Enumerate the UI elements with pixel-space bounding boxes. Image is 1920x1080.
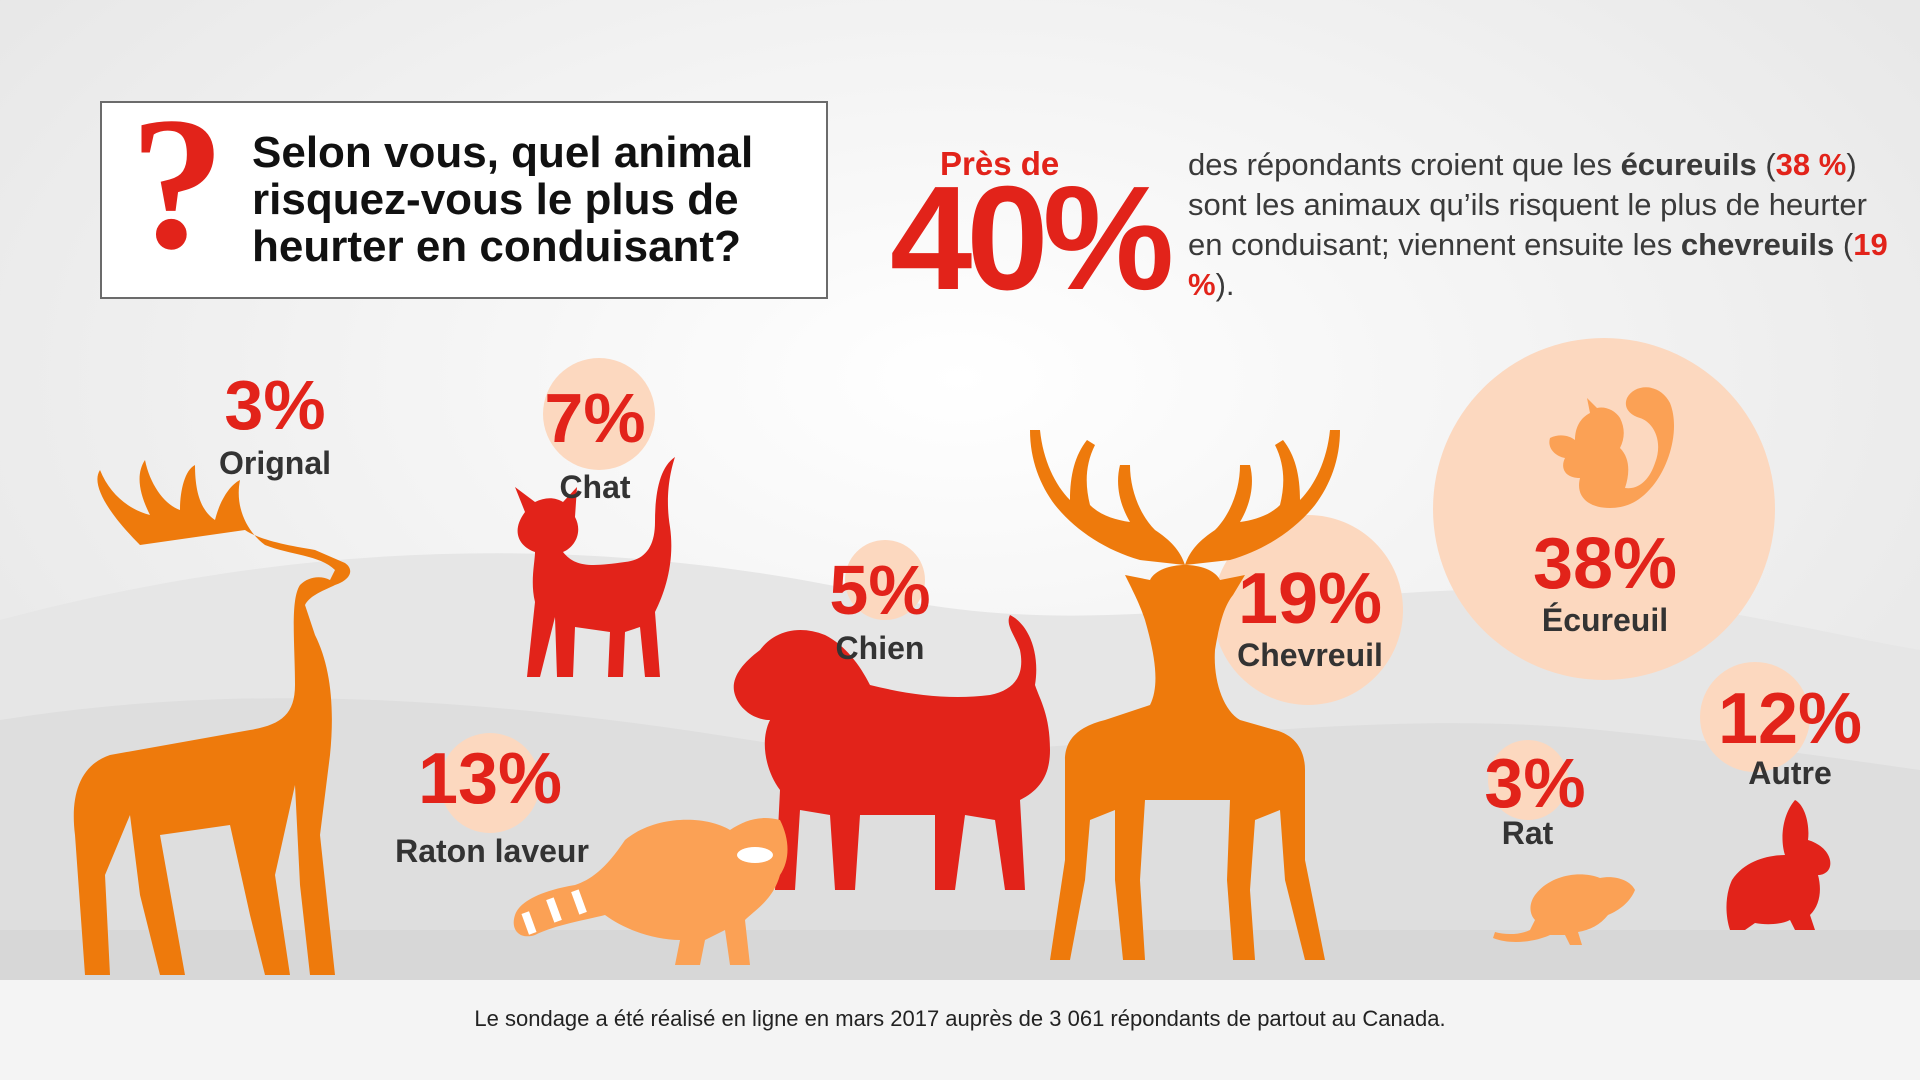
label-other: Autre: [1748, 755, 1832, 791]
label-cat: Chat: [559, 469, 631, 505]
highlight-value: 40%: [890, 156, 1174, 321]
squirrel-circle: [1433, 338, 1775, 680]
cat-circle: [543, 358, 655, 470]
desc-text-1: des répondants croient que les: [1188, 147, 1621, 182]
percent-raccoon: 13%: [417, 739, 563, 819]
percent-moose: 3%: [224, 366, 326, 444]
deer-icon: [1030, 430, 1340, 960]
rabbit-icon: [1726, 800, 1831, 930]
desc-bold-deer: chevreuils: [1680, 227, 1835, 262]
label-squirrel: Écureuil: [1541, 602, 1669, 638]
dog-circle: [845, 540, 925, 620]
cat-icon: [515, 457, 675, 677]
rat-circle: [1488, 740, 1568, 820]
other-circle: [1700, 662, 1810, 772]
desc-pct-squirrels: 38 %: [1775, 147, 1847, 182]
label-rat: Rat: [1501, 815, 1554, 851]
percent-deer: 19%: [1237, 559, 1383, 639]
percent-dog: 5%: [829, 551, 931, 629]
label-dog: Chien: [835, 630, 925, 666]
label-raccoon: Raton laveur: [395, 833, 589, 869]
dog-icon: [733, 615, 1050, 890]
desc-pct-deer: 19 %: [1188, 227, 1888, 302]
question-box: ? Selon vous, quel animal risquez-vous l…: [100, 89, 828, 299]
raccoon-icon: [513, 818, 788, 965]
label-moose: Orignal: [218, 445, 331, 481]
percent-squirrel: 38%: [1532, 524, 1678, 604]
label-deer: Chevreuil: [1237, 637, 1383, 673]
footnote: Le sondage a été réalisé en ligne en mar…: [474, 1006, 1446, 1031]
desc-bold-squirrels: écureuils: [1620, 147, 1757, 182]
question-text: Selon vous, quel animal risquez-vous le …: [252, 128, 754, 271]
desc-text-2: ) sont les animaux qu’ils risquent le pl…: [1188, 147, 1867, 262]
raccoon-circle: [440, 733, 540, 833]
highlight-description: des répondants croient que les écureuils…: [1188, 145, 1888, 305]
percent-other: 12%: [1717, 679, 1863, 759]
desc-open-1: (: [1765, 147, 1776, 182]
moose-icon: [73, 460, 351, 975]
rat-icon: [1493, 874, 1635, 945]
squirrel-icon: [1549, 387, 1675, 508]
desc-close-2: ).: [1215, 267, 1235, 302]
highlight-prefix: Près de: [940, 145, 1060, 182]
percent-rat: 3%: [1484, 744, 1586, 822]
desc-open-2: (: [1834, 227, 1854, 262]
question-mark-icon: ?: [130, 79, 225, 289]
percent-cat: 7%: [544, 379, 646, 457]
